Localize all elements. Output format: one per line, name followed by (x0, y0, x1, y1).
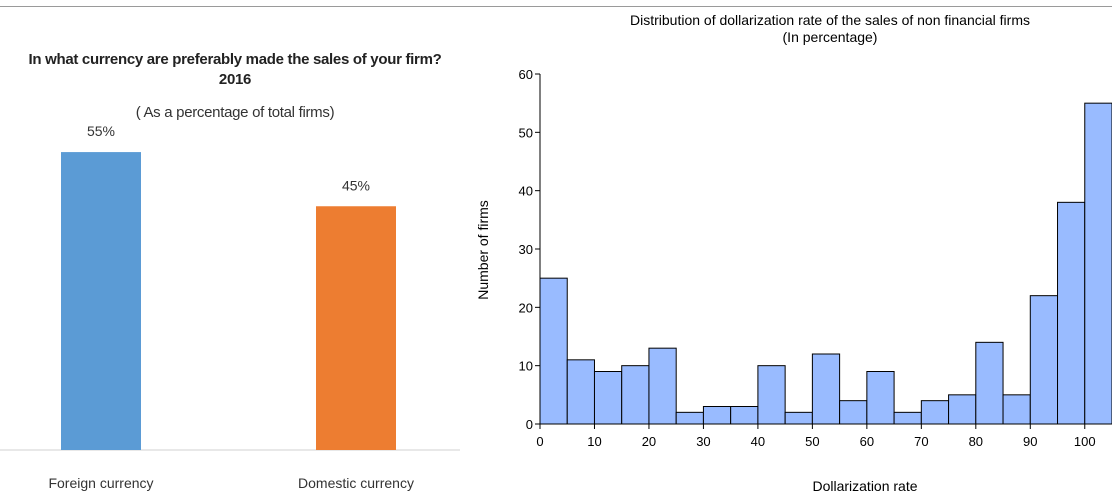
x-tick-label: 80 (969, 434, 983, 449)
histogram-bar (702, 406, 732, 425)
y-tick-label: 20 (519, 300, 533, 315)
category-label: Foreign currency (48, 475, 153, 491)
histogram-bar (757, 365, 786, 425)
x-tick-label: 60 (860, 434, 874, 449)
histogram-bar (811, 353, 841, 425)
x-axis-label: Dollarization rate (812, 478, 917, 494)
histogram-bar (593, 371, 623, 425)
histogram-bar (839, 400, 868, 425)
y-tick-label: 40 (519, 184, 533, 199)
left-chart-subtitle: ( As a percentage of total firms) (135, 104, 335, 121)
histogram-bar (621, 365, 650, 425)
histogram-bar (920, 400, 950, 425)
histogram-chart: Distribution of dollarization rate of th… (475, 12, 1112, 494)
histogram-bar (784, 411, 813, 425)
histogram-bar (539, 277, 568, 425)
histogram-bar (1029, 295, 1059, 425)
y-tick-label: 30 (519, 242, 533, 257)
histogram-title: Distribution of dollarization rate of th… (630, 12, 1030, 28)
histogram-bar (730, 406, 759, 425)
bar-domestic-currency (316, 206, 396, 450)
histogram-bar (975, 341, 1004, 425)
y-tick-label: 60 (519, 67, 533, 82)
x-tick-label: 40 (751, 434, 765, 449)
bar-foreign-currency (61, 152, 141, 451)
histogram-bar (893, 411, 922, 425)
left-bar-chart: 55% Foreign currency 45% Domestic currency (0, 123, 460, 491)
y-tick-label: 50 (519, 125, 533, 140)
data-label: 55% (87, 123, 115, 139)
x-tick-label: 70 (914, 434, 928, 449)
left-chart-panel: In what currency are preferably made the… (0, 0, 460, 498)
histogram-bar (1084, 102, 1112, 425)
y-axis-label: Number of firms (475, 200, 491, 300)
histogram-bar (648, 347, 677, 425)
x-tick-label: 20 (642, 434, 656, 449)
x-tick-label: 30 (696, 434, 710, 449)
right-chart-panel: Distribution of dollarization rate of th… (460, 0, 1112, 498)
histogram-bar (948, 394, 977, 425)
histogram-bar (675, 411, 704, 425)
histogram-bar (1057, 201, 1086, 425)
data-label: 45% (342, 177, 370, 193)
x-tick-label: 100 (1074, 434, 1096, 449)
histogram-bar (1002, 394, 1031, 425)
category-label: Domestic currency (298, 475, 414, 491)
histogram-bar (566, 359, 595, 425)
y-tick-label: 0 (526, 417, 533, 432)
left-chart-title: In what currency are preferably made the… (28, 51, 442, 88)
x-tick-label: 90 (1023, 434, 1037, 449)
x-tick-label: 50 (805, 434, 819, 449)
histogram-bar (866, 371, 895, 425)
x-tick-label: 10 (587, 434, 601, 449)
histogram-subtitle: (In percentage) (783, 29, 878, 45)
y-tick-label: 10 (519, 359, 533, 374)
x-tick-label: 0 (536, 434, 543, 449)
top-rule (0, 6, 1112, 7)
